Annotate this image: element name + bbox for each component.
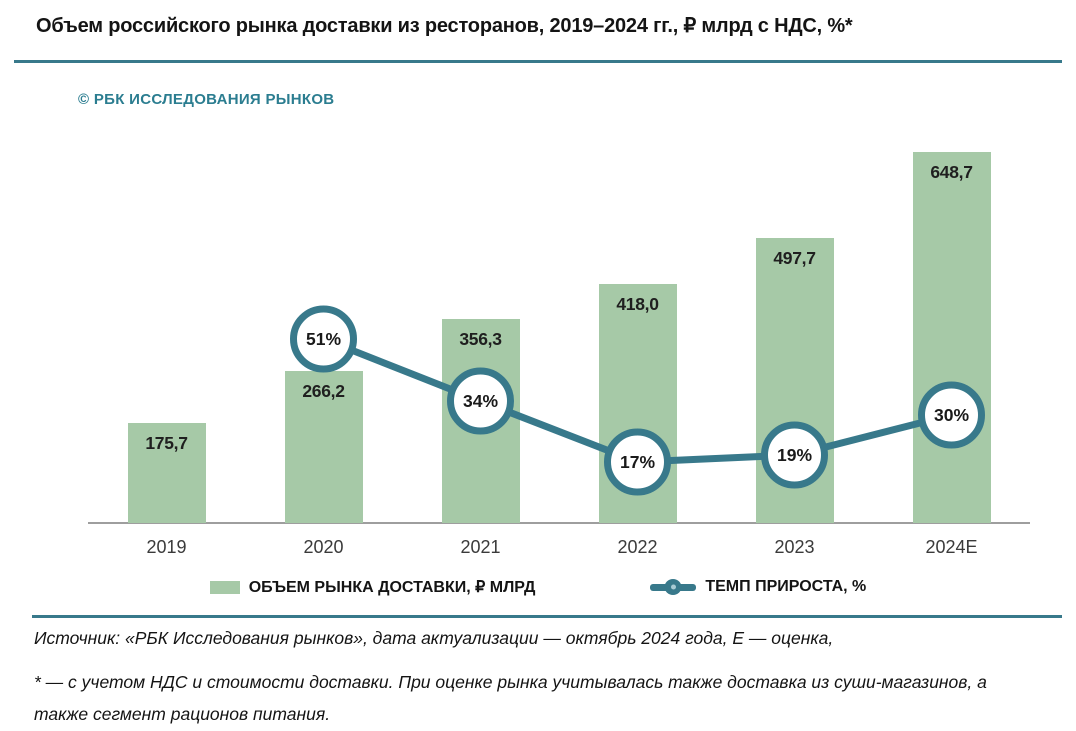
growth-marker-label: 19% — [776, 445, 813, 465]
bar-value-label: 497,7 — [773, 248, 816, 268]
growth-marker-label: 51% — [305, 329, 342, 349]
chart-legend: ОБЪЕМ РЫНКА ДОСТАВКИ, ₽ МЛРД ТЕМП ПРИРОС… — [0, 577, 1076, 597]
x-axis-label: 2021 — [460, 537, 501, 557]
bar-2023 — [755, 238, 834, 523]
line-marker-icon — [650, 579, 697, 595]
legend-item-market-volume: ОБЪЕМ РЫНКА ДОСТАВКИ, ₽ МЛРД — [209, 577, 536, 597]
bottom-divider — [32, 615, 1062, 618]
bar-2024Е — [912, 152, 991, 523]
bar-value-label: 266,2 — [302, 381, 345, 401]
x-axis-label: 2022 — [617, 537, 658, 557]
x-axis-label: 2024Е — [925, 537, 978, 557]
bar-value-label: 175,7 — [145, 433, 188, 453]
page-title: Объем российского рынка доставки из рест… — [36, 15, 853, 37]
growth-marker-label: 30% — [933, 405, 970, 425]
x-axis-label: 2019 — [146, 537, 187, 557]
legend-bar-label: ОБЪЕМ РЫНКА ДОСТАВКИ, ₽ МЛРД — [248, 579, 536, 596]
growth-marker-label: 17% — [619, 452, 656, 472]
x-axis-label: 2023 — [774, 537, 815, 557]
bar-swatch-icon — [209, 580, 240, 594]
bar-2022 — [598, 284, 677, 523]
x-axis-line — [88, 522, 1030, 524]
growth-marker-label: 34% — [462, 391, 499, 411]
legend-line-label: ТЕМП ПРИРОСТА, % — [705, 578, 867, 595]
footnote-text: * — с учетом НДС и стоимости доставки. П… — [34, 672, 987, 725]
legend-item-growth-rate: ТЕМП ПРИРОСТА, % — [650, 578, 866, 596]
bar-2019 — [127, 423, 206, 523]
top-divider — [14, 60, 1062, 63]
copyright-label: © РБК ИССЛЕДОВАНИЯ РЫНКОВ — [78, 91, 335, 108]
x-axis-label: 2020 — [303, 537, 344, 557]
bar-value-label: 648,7 — [930, 162, 973, 182]
bar-value-label: 356,3 — [459, 329, 502, 349]
source-text: Источник: «РБК Исследования рынков», дат… — [34, 628, 834, 648]
bar-value-label: 418,0 — [616, 294, 659, 314]
